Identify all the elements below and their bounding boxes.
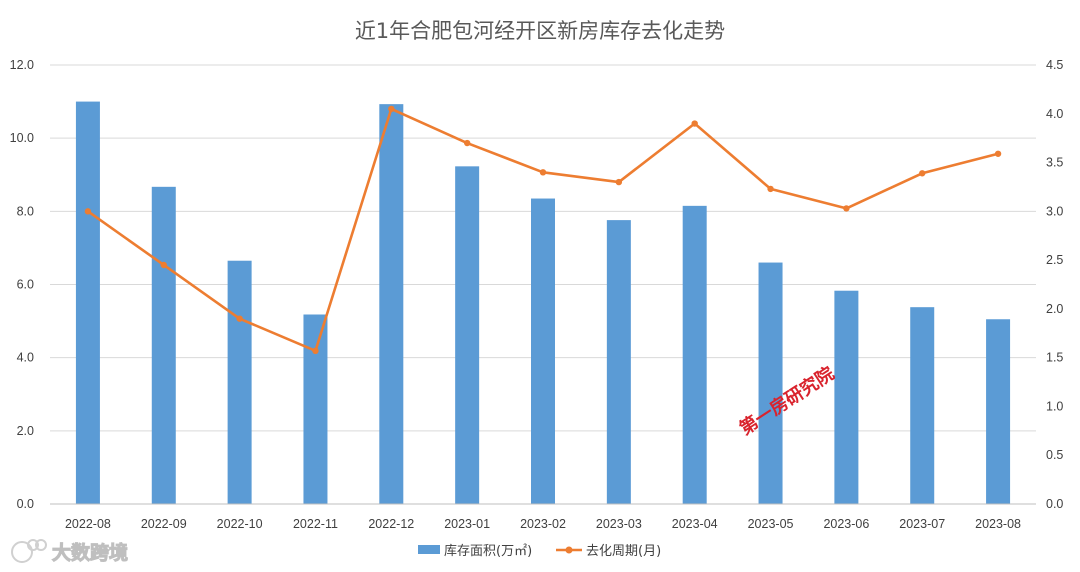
- right-tick-label: 0.0: [1046, 497, 1063, 511]
- watermark-text: 第一房研究院: [735, 362, 838, 439]
- x-tick-label: 2023-07: [899, 517, 945, 531]
- legend-swatch-bar: [418, 545, 440, 554]
- legend-swatch-marker: [565, 546, 573, 554]
- watermark: 第一房研究院: [735, 362, 838, 439]
- bar-2023-06: [834, 290, 859, 504]
- bar-2022-12: [379, 104, 404, 504]
- x-tick-label: 2022-12: [368, 517, 414, 531]
- left-tick-label: 10.0: [10, 131, 34, 145]
- right-tick-label: 3.5: [1046, 156, 1063, 170]
- x-tick-label: 2022-10: [217, 517, 263, 531]
- right-tick-label: 3.0: [1046, 204, 1063, 218]
- line-series: [84, 105, 1002, 355]
- x-tick-label: 2023-05: [748, 517, 794, 531]
- right-tick-label: 2.5: [1046, 253, 1063, 267]
- legend-label-line: 去化周期(月): [586, 544, 661, 559]
- bar-2023-03: [606, 220, 631, 504]
- bar-2023-07: [910, 307, 935, 504]
- bar-2023-01: [455, 166, 480, 505]
- brand-logo: 大数跨境: [11, 539, 129, 565]
- right-tick-label: 1.0: [1046, 399, 1063, 413]
- right-tick-label: 4.5: [1046, 58, 1063, 72]
- bar-2023-04: [682, 205, 707, 505]
- bar-2023-02: [531, 198, 555, 504]
- left-tick-label: 6.0: [17, 278, 34, 292]
- right-tick-label: 0.5: [1046, 448, 1063, 462]
- line-point-2022-12: [388, 105, 395, 113]
- right-tick-label: 2.0: [1046, 302, 1063, 316]
- left-tick-label: 2.0: [17, 424, 34, 438]
- bar-2022-08: [75, 101, 100, 504]
- legend-label-bar: 库存面积(万㎡): [444, 543, 532, 559]
- right-tick-label: 1.5: [1046, 351, 1063, 365]
- bar-2023-08: [986, 319, 1011, 504]
- line-point-2022-11: [312, 347, 319, 355]
- left-tick-label: 4.0: [17, 351, 34, 365]
- line-point-2023-04: [691, 120, 698, 127]
- x-tick-label: 2023-08: [975, 517, 1021, 531]
- x-tick-label: 2022-09: [141, 517, 187, 531]
- x-tick-label: 2023-02: [520, 517, 566, 531]
- right-y-axis: 0.0 0.5 1.0 1.5 2.0 2.5 3.0 3.5 4.0 4.5: [1046, 58, 1063, 511]
- bar-2022-10: [227, 260, 252, 504]
- bar-2022-11: [303, 314, 328, 504]
- line-point-2022-09: [160, 261, 167, 269]
- right-tick-label: 4.0: [1046, 107, 1063, 121]
- chart-title: 近1年合肥包河经开区新房库存去化走势: [355, 19, 725, 43]
- x-tick-label: 2022-08: [65, 517, 111, 531]
- x-tick-label: 2023-04: [672, 517, 718, 531]
- x-tick-label: 2023-01: [444, 517, 490, 531]
- brand-icon: [11, 539, 47, 563]
- x-tick-label: 2023-06: [823, 517, 869, 531]
- left-tick-label: 0.0: [17, 497, 34, 511]
- left-tick-label: 12.0: [10, 58, 34, 72]
- bar-2022-09: [151, 186, 176, 504]
- bar-series: [75, 101, 1011, 505]
- left-y-axis: 0.0 2.0 4.0 6.0 8.0 10.0 12.0: [10, 58, 34, 511]
- line-point-2022-10: [236, 315, 243, 322]
- legend: 库存面积(万㎡) 去化周期(月): [418, 543, 661, 559]
- bar-2023-05: [758, 262, 783, 504]
- line-point-2022-08: [84, 208, 92, 215]
- x-axis: 2022-08 2022-09 2022-10 2022-11 2022-12 2023-…: [50, 503, 1036, 531]
- line-point-2023-03: [615, 178, 623, 186]
- line-point-2023-02: [539, 169, 547, 176]
- line-point-2023-07: [919, 170, 926, 177]
- left-tick-label: 8.0: [17, 204, 34, 218]
- line-point-2023-06: [843, 205, 850, 212]
- x-tick-label: 2022-11: [293, 517, 338, 531]
- brand-text: 大数跨境: [52, 541, 128, 564]
- line-point-2023-01: [463, 139, 471, 147]
- line-point-2023-08: [994, 150, 1002, 157]
- x-tick-label: 2023-03: [596, 517, 642, 531]
- line-point-2023-05: [767, 185, 774, 193]
